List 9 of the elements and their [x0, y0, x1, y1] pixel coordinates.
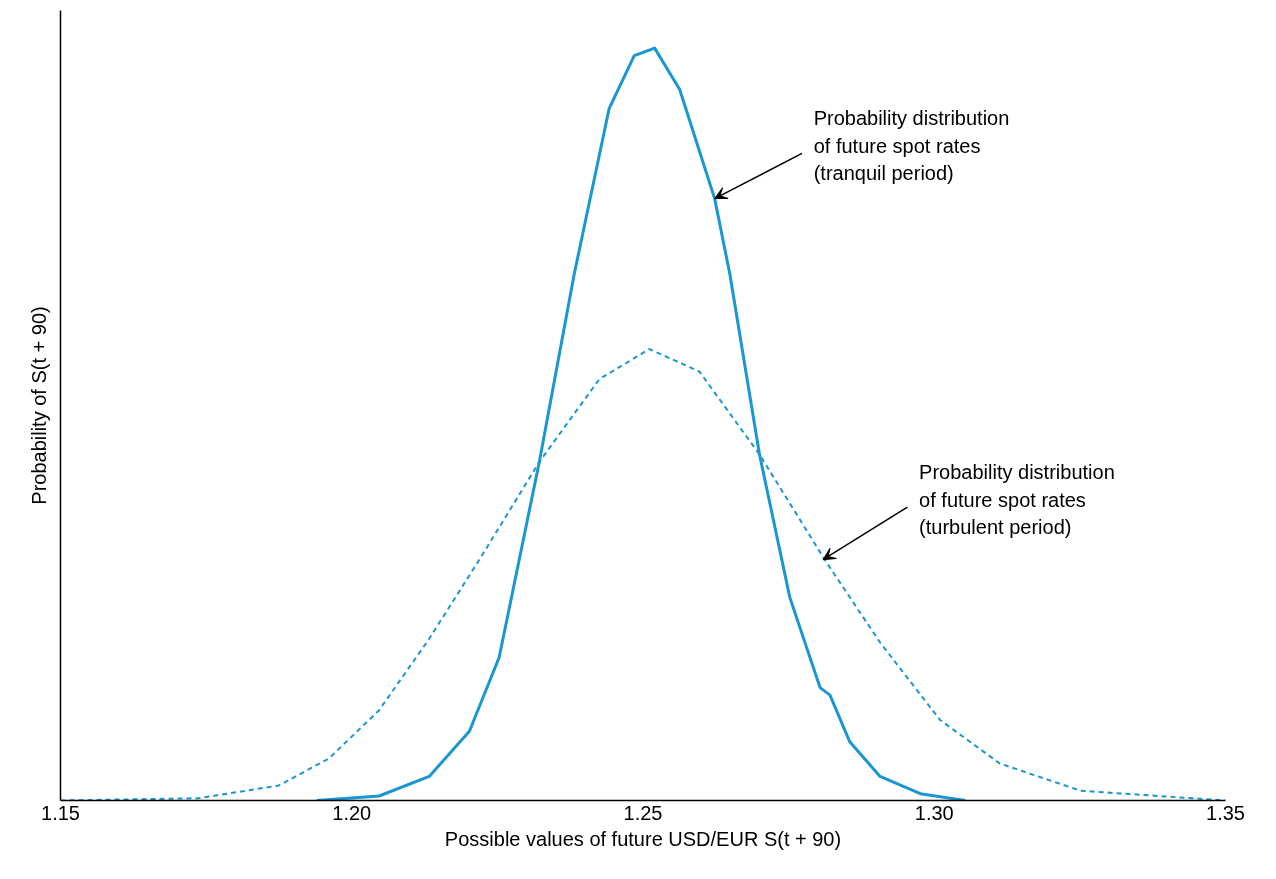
x-axis-title: Possible values of future USD/EUR S(t + 90) — [444, 827, 842, 850]
annotation: Probability distribution of future spot rates (tranquil period) — [813, 107, 1010, 185]
y-axis-title: Probability of S(t + 90) — [27, 306, 50, 505]
x-tick-label: 1.15 — [41, 801, 80, 824]
x-tick-label: 1.20 — [332, 801, 372, 824]
x-tick-label: 1.30 — [914, 801, 954, 824]
x-tick-label: 1.25 — [623, 801, 663, 824]
x-tick-label: 1.35 — [1206, 801, 1245, 824]
annotation: Probability distribution of future spot rates (turbulent period) — [919, 461, 1115, 539]
